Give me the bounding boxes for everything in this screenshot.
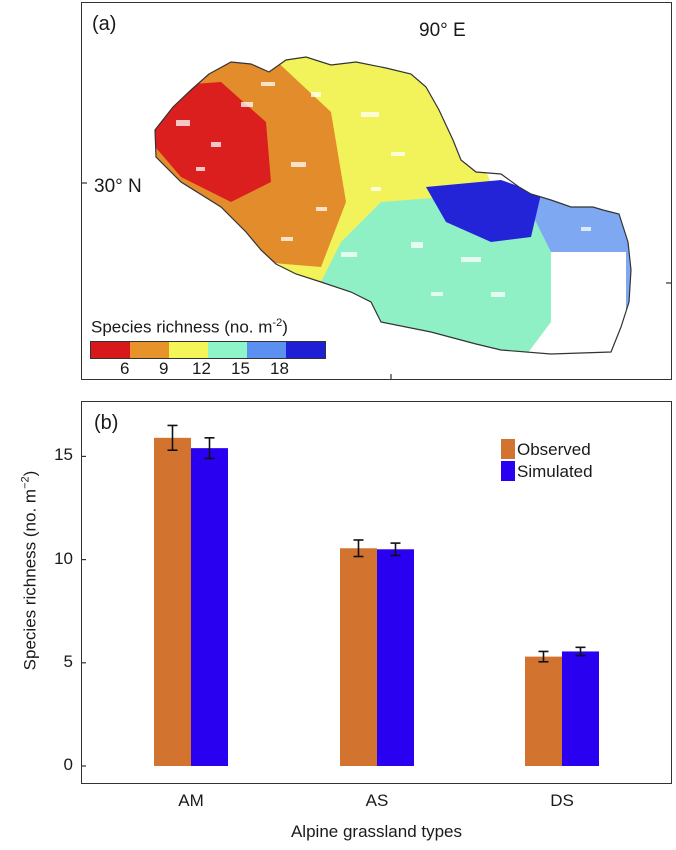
legend-tick-label: 15	[231, 359, 250, 378]
y-axis-title: Species richness (no. m−2)	[20, 471, 41, 671]
bar-chart-svg: Observed Simulated	[81, 424, 599, 767]
panel-b-label: (b)	[94, 412, 119, 434]
legend-swatch	[247, 342, 286, 358]
y-tick-label: 5	[63, 651, 73, 671]
map-legend-title: Species richness (no. m-2)	[91, 317, 288, 338]
legend-swatch-simulated	[501, 461, 515, 481]
legend-swatch	[130, 342, 169, 358]
y-tick-label: 15	[54, 445, 73, 465]
latitude-label: 30° N	[94, 176, 142, 197]
bar-simulated-ds	[562, 651, 599, 766]
legend-swatch	[91, 342, 130, 358]
zone-darkblue	[426, 180, 541, 242]
x-tick-label: AM	[178, 791, 204, 810]
map-panel: (a)	[81, 2, 672, 380]
legend-tick-label: 6	[120, 359, 130, 378]
legend-swatch	[208, 342, 247, 358]
bar-simulated-as	[377, 549, 414, 766]
map-legend-title-sup: -2	[272, 317, 283, 329]
bar-chart-panel: (b) Observed Simulated	[81, 401, 672, 784]
map-legend-title-text: Species richness (no. m	[91, 317, 273, 337]
map-legend-title-end: )	[282, 317, 288, 337]
bar-observed-am	[154, 437, 191, 766]
bar-observed-ds	[525, 656, 562, 766]
longitude-label: 90° E	[419, 20, 466, 41]
legend-label-observed: Observed	[517, 440, 591, 459]
legend-swatch	[286, 342, 325, 358]
map-svg	[81, 56, 672, 380]
legend-label-simulated: Simulated	[517, 462, 593, 481]
zone-sparse	[551, 252, 626, 354]
map-legend-colorbar	[90, 341, 326, 359]
x-tick-label: DS	[550, 791, 574, 810]
panel-a-label: (a)	[92, 13, 117, 35]
legend-swatch	[169, 342, 208, 358]
y-axis-title-end: )	[20, 470, 40, 477]
bar-observed-as	[340, 548, 377, 766]
map-speckles	[176, 82, 591, 297]
legend-tick-label: 9	[159, 359, 169, 378]
legend-tick-label: 12	[192, 359, 211, 378]
legend-tick-label: 18	[270, 359, 289, 378]
y-axis-title-sup: −2	[19, 476, 32, 489]
legend-swatch-observed	[501, 439, 515, 459]
y-axis-title-text: Species richness (no. m	[20, 488, 40, 671]
y-tick-label: 0	[63, 755, 73, 774]
x-tick-label: AS	[365, 791, 389, 810]
bar-simulated-am	[191, 448, 228, 766]
richness-zones	[155, 57, 631, 354]
x-axis-title: Alpine grassland types	[290, 822, 463, 841]
y-tick-label: 10	[54, 548, 73, 568]
